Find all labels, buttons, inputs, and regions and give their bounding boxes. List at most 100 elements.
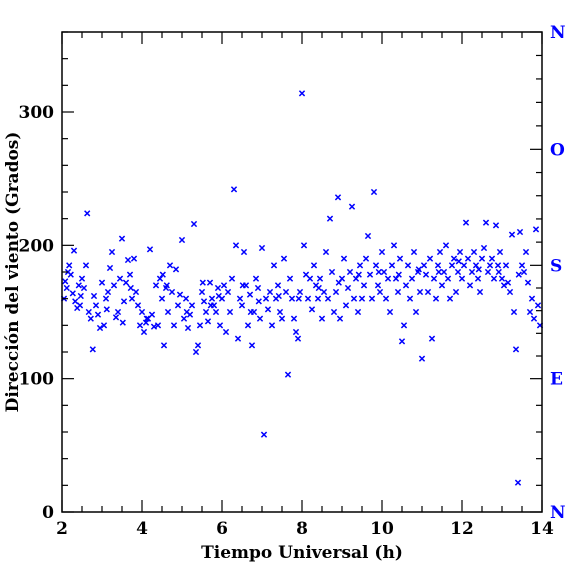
scatter-point <box>335 279 342 286</box>
scatter-point <box>492 222 500 229</box>
scatter-point <box>72 298 79 305</box>
scatter-point <box>360 282 368 289</box>
scatter-point <box>426 255 434 262</box>
scatter-point <box>306 275 314 282</box>
compass-label: N <box>550 503 566 523</box>
scatter-point <box>103 306 110 313</box>
scatter-point <box>247 308 254 316</box>
scatter-point <box>444 275 452 282</box>
scatter-point <box>490 275 498 282</box>
scatter-point <box>400 322 408 329</box>
scatter-point <box>130 255 138 262</box>
scatter-point <box>455 258 462 265</box>
scatter-point <box>310 262 318 269</box>
scatter-point <box>515 271 522 278</box>
scatter-point <box>206 279 214 286</box>
scatter-point <box>166 262 174 269</box>
scatter-point <box>348 203 356 210</box>
scatter-point <box>150 323 158 330</box>
scatter-point <box>530 315 538 322</box>
x-tick-label: 8 <box>296 519 308 539</box>
scatter-point <box>84 210 91 217</box>
scatter-point <box>342 302 350 309</box>
scatter-point <box>70 247 78 254</box>
scatter-point <box>266 288 274 296</box>
scatter-point <box>199 279 206 286</box>
scatter-point <box>120 298 128 305</box>
scatter-point <box>244 322 252 329</box>
scatter-point <box>452 288 460 296</box>
scatter-point <box>255 298 262 305</box>
scatter-point <box>136 322 144 329</box>
scatter-point <box>534 302 542 309</box>
scatter-point <box>404 262 412 269</box>
scatter-point <box>94 311 102 318</box>
scatter-point <box>154 322 162 329</box>
scatter-point <box>270 262 278 269</box>
scatter-point <box>140 328 148 336</box>
scatter-point <box>240 248 248 256</box>
x-tick-label: 6 <box>216 519 228 539</box>
scatter-point <box>350 295 358 302</box>
scatter-point <box>358 295 366 302</box>
scatter-point <box>276 308 284 316</box>
scatter-point <box>332 288 340 296</box>
scatter-point <box>198 288 206 296</box>
scatter-point <box>168 288 176 296</box>
scatter-point <box>208 295 216 302</box>
y-tick-label: 100 <box>19 370 55 390</box>
scatter-point <box>402 282 410 289</box>
scatter-point <box>434 262 442 269</box>
scatter-point <box>98 279 106 286</box>
y-tick-labels: 0 100 200 300 <box>19 103 55 523</box>
scatter-point <box>260 431 268 438</box>
scatter-point <box>274 282 282 289</box>
scatter-point <box>62 278 69 285</box>
scatter-point <box>514 479 522 486</box>
scatter-point <box>234 335 242 342</box>
scatter-point <box>376 288 384 296</box>
scatter-point <box>295 295 302 302</box>
scatter-point <box>170 322 178 329</box>
scatter-point <box>196 322 204 329</box>
scatter-point <box>92 302 100 309</box>
scatter-point <box>336 315 344 322</box>
scatter-point <box>100 322 108 329</box>
scatter-point <box>248 342 256 349</box>
scatter-point <box>102 295 110 302</box>
scatter-point <box>216 322 224 329</box>
scatter-point <box>112 314 120 321</box>
scatter-point <box>472 262 480 269</box>
scatter-point <box>80 284 88 292</box>
scatter-point <box>315 284 322 292</box>
scatter-point <box>504 279 512 286</box>
scatter-point <box>152 282 160 289</box>
scatter-point <box>438 282 446 289</box>
scatter-point <box>284 371 292 378</box>
scatter-point <box>298 90 306 97</box>
scatter-points <box>60 90 544 486</box>
scatter-point <box>264 306 272 313</box>
scatter-point <box>222 328 230 336</box>
scatter-point <box>106 264 114 272</box>
compass-label: N <box>550 23 566 43</box>
scatter-point <box>416 288 424 296</box>
compass-label: O <box>550 140 565 160</box>
scatter-point <box>326 215 334 222</box>
scatter-point <box>268 322 276 329</box>
scatter-point <box>69 290 76 297</box>
scatter-point <box>82 262 90 269</box>
scatter-point <box>126 271 134 278</box>
scatter-point <box>364 232 372 240</box>
scatter-point <box>396 255 404 262</box>
scatter-point <box>436 248 444 256</box>
axis-ticks <box>61 31 543 513</box>
scatter-point <box>458 275 466 282</box>
scatter-point <box>368 295 376 302</box>
scatter-point <box>518 262 526 269</box>
scatter-point <box>66 262 73 269</box>
scatter-point <box>454 268 462 276</box>
scatter-point <box>294 335 302 342</box>
compass-label: S <box>550 256 562 276</box>
